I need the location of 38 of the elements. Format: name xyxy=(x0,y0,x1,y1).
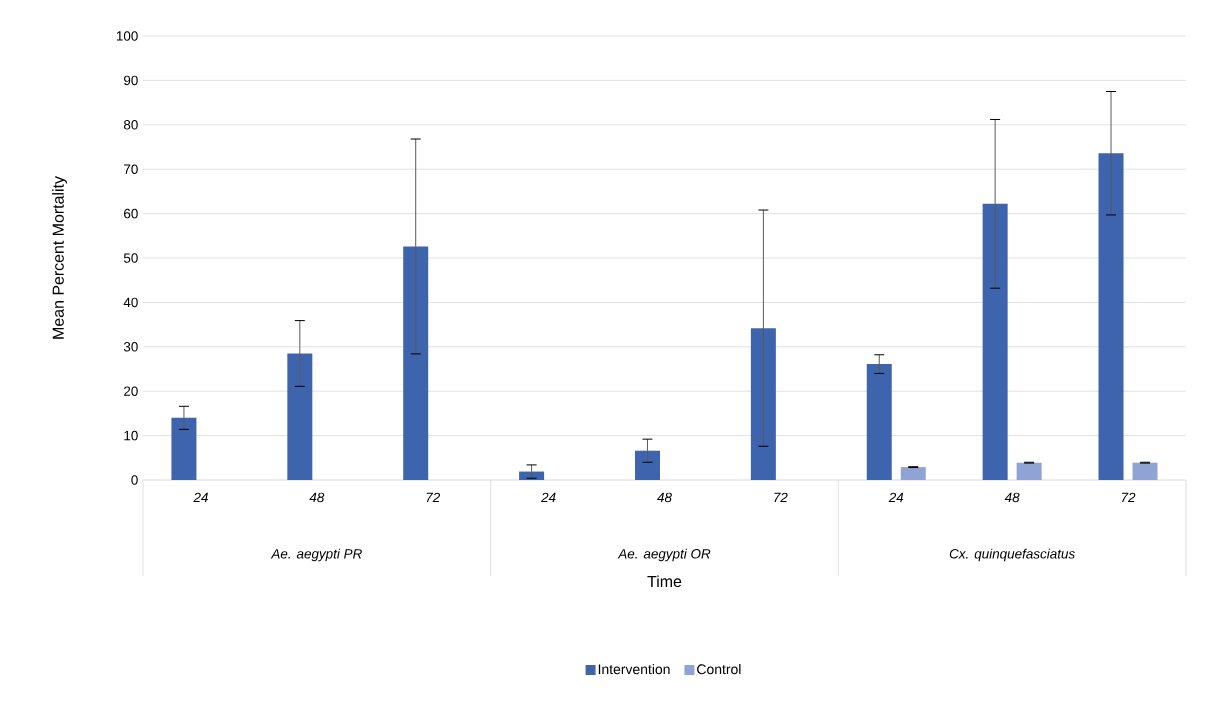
y-tick-label: 20 xyxy=(124,386,138,396)
y-tick-label: 80 xyxy=(123,120,138,130)
bar xyxy=(900,467,926,480)
y-tick-label: 40 xyxy=(123,297,138,308)
y-tick-label: 60 xyxy=(124,208,138,219)
x-axis-title: Time xyxy=(647,575,682,588)
bar xyxy=(1098,153,1124,480)
y-tick-label: 30 xyxy=(123,342,138,352)
y-tick-label: 50 xyxy=(123,253,138,263)
x-tick-label: 48 xyxy=(309,492,325,503)
bar xyxy=(287,353,313,480)
x-tick-label: 72 xyxy=(1121,492,1136,503)
y-tick-label: 0 xyxy=(131,475,138,485)
y-tick-label: 10 xyxy=(124,430,138,441)
bar xyxy=(519,471,545,480)
bar xyxy=(1016,462,1042,480)
x-tick-label: 48 xyxy=(657,492,672,503)
x-tick-label: 72 xyxy=(774,492,788,503)
x-tick-label: 24 xyxy=(888,492,904,503)
y-axis-title: Mean Percent Mortality xyxy=(52,176,67,339)
text: Ae. aegypti PR xyxy=(270,548,362,562)
bar xyxy=(866,364,892,480)
bar xyxy=(171,417,197,480)
text: Cx. quinquefasciatus xyxy=(949,548,1075,562)
bar xyxy=(634,450,660,480)
y-tick-label: 70 xyxy=(124,164,138,174)
bar xyxy=(982,203,1008,480)
x-tick-label: 24 xyxy=(193,492,208,503)
x-tick-label: 24 xyxy=(541,492,556,503)
bar xyxy=(403,246,429,480)
y-tick-label: 90 xyxy=(123,75,138,86)
legend-label: Control xyxy=(697,663,741,675)
y-tick-label: 100 xyxy=(116,31,138,41)
x-tick-label: 72 xyxy=(426,492,440,503)
text: Ae. aegypti OR xyxy=(617,548,711,562)
x-tick-label: 48 xyxy=(1004,492,1020,503)
legend-label: Intervention xyxy=(598,663,670,675)
bar xyxy=(1132,462,1158,480)
